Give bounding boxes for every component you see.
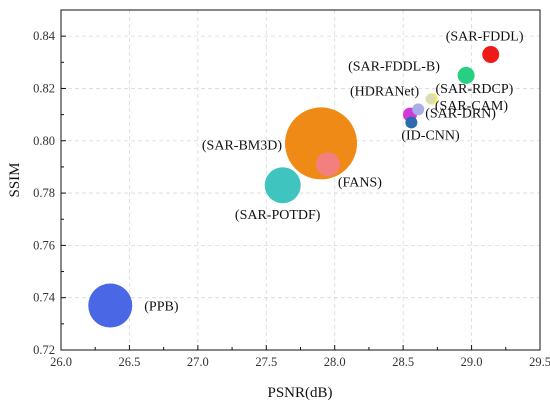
x-tick-label: 26.0 bbox=[50, 355, 72, 369]
scatter-point bbox=[405, 116, 418, 129]
point-label: (FANS) bbox=[338, 175, 382, 190]
x-tick-label: 28.0 bbox=[324, 355, 346, 369]
grid-layer bbox=[61, 10, 540, 350]
point-label: (ID-CNN) bbox=[401, 128, 460, 143]
y-tick-label: 0.72 bbox=[33, 343, 55, 357]
x-tick-label: 29.5 bbox=[529, 355, 550, 369]
point-label: (SAR-FDDL-B) bbox=[348, 59, 440, 74]
scatter-point bbox=[315, 152, 340, 177]
x-tick-label: 27.5 bbox=[255, 355, 277, 369]
point-label: (SAR-CAM) bbox=[435, 99, 508, 114]
y-tick-label: 0.78 bbox=[33, 186, 55, 200]
points-layer bbox=[88, 45, 500, 328]
x-tick-label: 29.0 bbox=[461, 355, 483, 369]
point-label: (PPB) bbox=[144, 300, 179, 315]
y-tick-label: 0.76 bbox=[33, 238, 55, 252]
x-tick-labels: 26.0 26.5 27.0 27.5 28.0 28.5 29.0 29.5 bbox=[50, 355, 550, 369]
y-axis-title: SSIM bbox=[7, 162, 23, 197]
x-tick-label: 26.5 bbox=[118, 355, 140, 369]
y-tick-label: 0.74 bbox=[33, 291, 56, 305]
x-axis-title: PSNR(dB) bbox=[267, 385, 332, 401]
plot-frame bbox=[60, 9, 541, 351]
point-labels-layer: (PPB) (SAR-POTDF) (SAR-BM3D) (FANS) (ID-CNN)… bbox=[144, 29, 524, 314]
point-label: (HDRANet) bbox=[350, 85, 420, 100]
x-tick-label: 27.0 bbox=[187, 355, 209, 369]
y-tick-label: 0.84 bbox=[33, 29, 56, 43]
x-tick-label: 28.5 bbox=[392, 355, 414, 369]
y-tick-label: 0.80 bbox=[33, 134, 55, 148]
point-label: (SAR-RDCP) bbox=[436, 82, 514, 97]
scatter-point bbox=[457, 66, 475, 84]
scatter-point bbox=[412, 103, 425, 116]
point-label: (SAR-BM3D) bbox=[202, 138, 282, 153]
scatter-point bbox=[425, 93, 436, 104]
point-label: (SAR-DRN) bbox=[425, 106, 496, 121]
point-label: (SAR-POTDF) bbox=[235, 208, 321, 223]
scatter-point bbox=[88, 283, 133, 328]
y-tick-label: 0.82 bbox=[33, 81, 55, 95]
y-tick-labels: 0.72 0.74 0.76 0.78 0.80 0.82 0.84 bbox=[33, 29, 56, 357]
ticks-layer bbox=[60, 35, 541, 351]
scatter-point bbox=[482, 45, 500, 63]
point-label: (SAR-FDDL) bbox=[446, 29, 524, 44]
scatter-point bbox=[264, 167, 301, 204]
